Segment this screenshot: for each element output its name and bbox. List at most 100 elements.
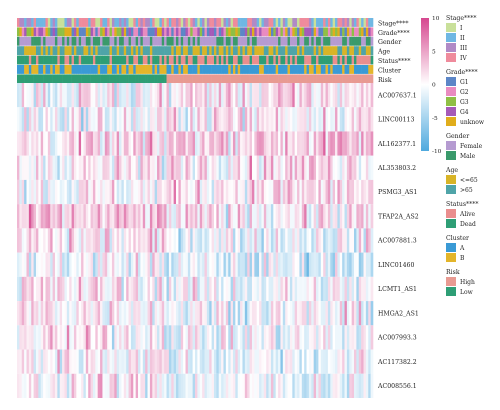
heatmap-cell: [62, 155, 65, 180]
annotation-cell: [299, 55, 303, 65]
annotation-cell: [202, 18, 205, 27]
annotation-track: [17, 46, 374, 56]
heatmap-cell: [316, 83, 319, 108]
heatmap-cell: [270, 155, 274, 180]
annotation-cell: [69, 27, 72, 37]
heatmap-cell: [24, 325, 27, 350]
heatmap-cell: [190, 83, 193, 108]
heatmap-cell: [185, 276, 189, 302]
heatmap-cell: [190, 373, 193, 398]
annotation-cell: [242, 65, 246, 74]
heatmap-cell: [225, 301, 229, 326]
annotation-cell: [128, 65, 132, 74]
heatmap-cell: [358, 107, 362, 132]
annotation-cell: [83, 18, 87, 27]
heatmap-cell: [64, 301, 68, 326]
heatmap-cell: [282, 83, 286, 108]
annotation-cell: [71, 55, 75, 65]
heatmap-cell: [306, 349, 310, 374]
heatmap-cell: [266, 107, 269, 132]
heatmap-cell: [235, 325, 239, 350]
heatmap-cell: [247, 301, 250, 326]
heatmap-cell: [123, 228, 127, 253]
heatmap-cell: [85, 373, 89, 398]
heatmap-cell: [85, 276, 89, 302]
legend-label: Dead: [460, 221, 476, 228]
heatmap-cell: [190, 204, 193, 229]
heatmap-cell: [83, 349, 87, 374]
heatmap-cell: [254, 276, 257, 302]
heatmap-cell: [38, 155, 42, 180]
heatmap-cell: [76, 373, 79, 398]
annotation-cell: [344, 74, 348, 84]
heatmap-cell: [83, 107, 87, 132]
heatmap-cell: [344, 325, 348, 350]
annotation-cell: [92, 55, 96, 65]
annotation-cell: [261, 55, 265, 65]
heatmap-cell: [102, 325, 106, 350]
annotation-cell: [157, 74, 160, 84]
heatmap-cell: [339, 83, 343, 108]
legend-swatch: [446, 43, 456, 52]
heatmap-cell: [287, 131, 291, 156]
annotation-cell: [45, 46, 49, 56]
heatmap-cell: [216, 276, 220, 302]
heatmap-cell: [228, 252, 231, 277]
heatmap-cell: [282, 325, 286, 350]
annotation-cell: [81, 55, 84, 65]
heatmap-cell: [299, 107, 303, 132]
heatmap-cell: [176, 131, 179, 156]
annotation-cell: [280, 74, 284, 84]
heatmap-cell: [26, 107, 30, 132]
annotation-cell: [138, 36, 141, 46]
heatmap-cell: [332, 349, 336, 374]
heatmap-cell: [159, 204, 163, 229]
heatmap-cell: [161, 131, 165, 156]
heatmap-cell: [57, 276, 61, 302]
heatmap-cell: [206, 107, 210, 132]
heatmap-cell: [335, 179, 338, 205]
annotation-cell: [47, 36, 51, 46]
heatmap-cell: [52, 252, 56, 277]
annotation-cell: [228, 74, 231, 84]
gene-label: TFAP2A_AS2: [378, 213, 419, 220]
annotation-cell: [171, 36, 174, 46]
heatmap-cell: [45, 179, 49, 205]
annotation-cell: [202, 55, 205, 65]
heatmap-cell: [192, 325, 196, 350]
heatmap-cell: [54, 276, 58, 302]
heatmap-cell: [351, 131, 355, 156]
annotation-cell: [21, 55, 25, 65]
heatmap-cell: [66, 373, 70, 398]
annotation-cell: [17, 65, 20, 74]
annotation-cell: [354, 55, 357, 65]
heatmap-cell: [185, 107, 189, 132]
heatmap-cell: [128, 301, 132, 326]
heatmap-cell: [342, 349, 345, 374]
heatmap-cell: [292, 83, 295, 108]
heatmap-cell: [263, 83, 267, 108]
heatmap-cell: [299, 228, 303, 253]
annotation-cell: [192, 46, 196, 56]
legend-swatch: [446, 87, 456, 96]
heatmap-cell: [114, 276, 117, 302]
heatmap-cell: [261, 155, 265, 180]
heatmap-cell: [361, 155, 364, 180]
heatmap-cell: [92, 228, 96, 253]
heatmap-cell: [164, 252, 167, 277]
annotation-cell: [76, 74, 79, 84]
annotation-cell: [270, 27, 274, 37]
heatmap-cell: [261, 83, 265, 108]
annotation-track: [17, 18, 374, 27]
annotation-cell: [361, 46, 364, 56]
heatmap-cell: [66, 131, 70, 156]
annotation-cell: [256, 36, 260, 46]
heatmap-cell: [142, 228, 146, 253]
heatmap-cell: [66, 107, 70, 132]
heatmap-cell: [254, 179, 257, 205]
heatmap-cell: [47, 131, 51, 156]
heatmap-cell: [216, 179, 220, 205]
heatmap-cell: [92, 83, 96, 108]
annotation-cell: [304, 46, 307, 56]
annotation-cell: [102, 55, 106, 65]
